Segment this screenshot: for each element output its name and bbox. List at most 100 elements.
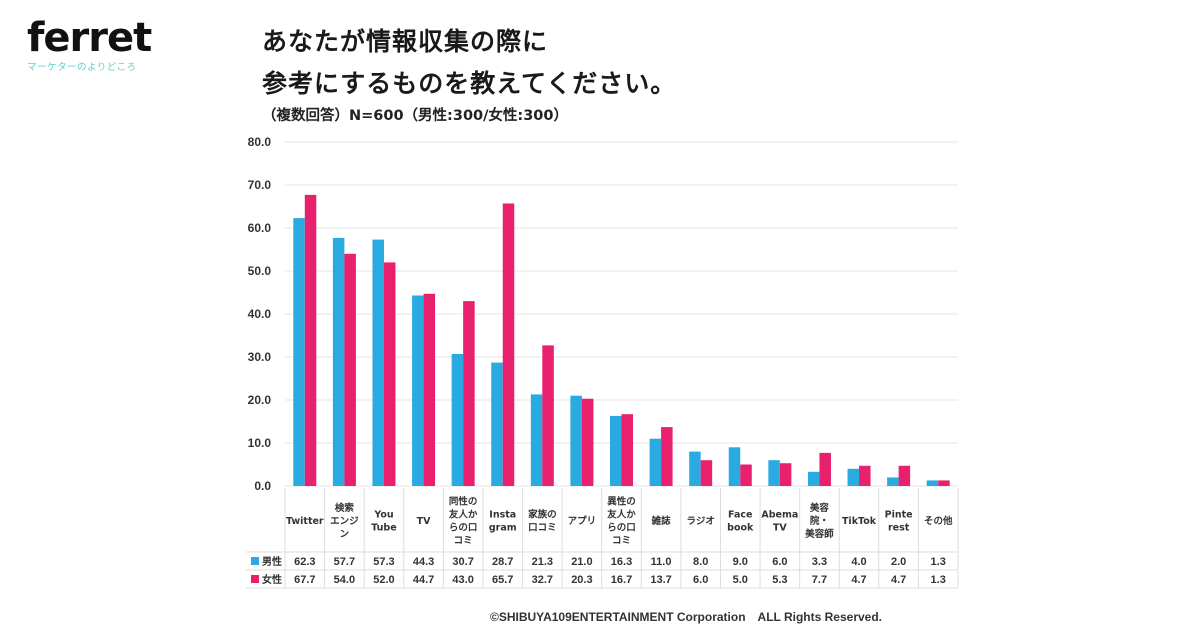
data-label: 9.0 bbox=[733, 556, 748, 568]
x-category-label: らの口 bbox=[449, 523, 478, 534]
bar-male bbox=[451, 353, 464, 486]
bar-male bbox=[412, 295, 424, 486]
y-tick-label: 70.0 bbox=[248, 178, 272, 192]
y-tick-label: 60.0 bbox=[248, 221, 272, 235]
x-category-label: 友人か bbox=[606, 509, 636, 521]
copyright-notice: ©SHIBUYA109ENTERTAINMENT Corporation ALL… bbox=[490, 610, 883, 624]
bar-female bbox=[859, 465, 871, 486]
bar-male bbox=[372, 239, 384, 486]
legend-swatch-female bbox=[251, 575, 259, 583]
x-category-label: その他 bbox=[924, 515, 953, 527]
bar-male bbox=[926, 480, 939, 486]
bar-female bbox=[740, 464, 752, 486]
bar-female bbox=[344, 253, 356, 486]
data-label: 11.0 bbox=[651, 556, 672, 568]
x-category-label: アプリ bbox=[568, 515, 597, 527]
data-label: 57.7 bbox=[334, 556, 355, 568]
data-label: 21.0 bbox=[571, 556, 592, 568]
data-label: 44.7 bbox=[413, 574, 434, 586]
data-label: 16.7 bbox=[611, 574, 632, 586]
x-category-label: ラジオ bbox=[687, 516, 715, 527]
x-category-label: TikTok bbox=[842, 516, 877, 527]
bar-female bbox=[383, 262, 396, 486]
data-label: 3.3 bbox=[812, 556, 827, 568]
x-category-label: Face bbox=[728, 510, 752, 521]
bar-male bbox=[807, 471, 820, 486]
data-label: 62.3 bbox=[294, 556, 315, 568]
y-tick-label: 40.0 bbox=[248, 307, 272, 321]
x-category-label: エンジ bbox=[330, 516, 359, 527]
bar-female bbox=[423, 293, 436, 486]
data-label: 4.7 bbox=[891, 574, 906, 586]
x-category-label: Twitter bbox=[286, 516, 324, 527]
legend-label: 女性 bbox=[262, 573, 282, 586]
logo-wordmark: ferret bbox=[27, 15, 152, 61]
y-tick-label: 10.0 bbox=[248, 436, 272, 450]
data-label: 1.3 bbox=[931, 574, 946, 586]
bar-female bbox=[304, 194, 317, 486]
bar-male bbox=[768, 460, 780, 486]
bar-male bbox=[847, 468, 860, 486]
data-label: 1.3 bbox=[931, 556, 946, 568]
bar-female bbox=[700, 460, 713, 486]
x-category-label: 院・ bbox=[810, 515, 829, 527]
bar-female bbox=[938, 480, 950, 486]
data-label: 13.7 bbox=[650, 574, 671, 586]
data-label: 4.7 bbox=[851, 574, 866, 586]
x-category-label: Tube bbox=[371, 523, 396, 534]
data-label: 8.0 bbox=[693, 556, 708, 568]
x-category-label: Insta bbox=[489, 510, 516, 521]
data-label: 7.7 bbox=[812, 574, 827, 586]
x-category-label: gram bbox=[489, 523, 517, 534]
data-label: 65.7 bbox=[492, 574, 513, 586]
bar-male bbox=[689, 451, 701, 486]
bar-male bbox=[887, 477, 899, 486]
data-label: 32.7 bbox=[532, 574, 553, 586]
x-category-label: You bbox=[373, 510, 393, 521]
data-label: 6.0 bbox=[693, 574, 708, 586]
data-label: 43.0 bbox=[452, 574, 473, 586]
bar-female bbox=[819, 452, 831, 486]
bar-male bbox=[610, 415, 622, 486]
bar-male bbox=[491, 362, 503, 486]
y-tick-label: 50.0 bbox=[248, 264, 272, 278]
bar-female bbox=[502, 203, 515, 487]
x-category-label: 口コミ bbox=[528, 523, 557, 534]
bar-female bbox=[581, 398, 594, 486]
chart-title-line2: 参考にするものを教えてください。 bbox=[262, 69, 677, 98]
bar-female bbox=[661, 427, 673, 486]
legend-label: 男性 bbox=[262, 555, 282, 568]
y-tick-label: 80.0 bbox=[248, 135, 272, 149]
x-category-label: ン bbox=[340, 529, 350, 540]
chart-subtitle: （複数回答）N=600（男性:300/女性:300） bbox=[262, 108, 568, 124]
bar-male bbox=[332, 237, 345, 486]
x-category-label: コミ bbox=[612, 536, 631, 547]
x-category-label: 友人か bbox=[448, 509, 478, 521]
data-label: 28.7 bbox=[492, 556, 513, 568]
data-label: 67.7 bbox=[294, 574, 315, 586]
data-label: 30.7 bbox=[452, 556, 473, 568]
data-label: 54.0 bbox=[334, 574, 355, 586]
data-label: 20.3 bbox=[571, 574, 592, 586]
ferret-logo: ferret マーケターのよりどころ bbox=[27, 15, 152, 73]
x-category-label: book bbox=[727, 523, 754, 534]
data-label: 5.3 bbox=[772, 574, 787, 586]
x-category-label: Pinte bbox=[885, 510, 913, 521]
bar-male bbox=[570, 395, 582, 486]
data-label: 16.3 bbox=[611, 556, 632, 568]
x-category-label: 家族の bbox=[528, 509, 557, 521]
y-tick-label: 0.0 bbox=[254, 479, 271, 493]
legend-swatch-male bbox=[251, 557, 259, 565]
logo-tagline: マーケターのよりどころ bbox=[27, 62, 137, 73]
bar-female bbox=[779, 463, 792, 486]
data-label: 6.0 bbox=[772, 556, 787, 568]
bar-male bbox=[649, 438, 662, 486]
x-category-label: 美容師 bbox=[804, 528, 834, 540]
data-label: 4.0 bbox=[851, 556, 866, 568]
data-label: 44.3 bbox=[413, 556, 434, 568]
bar-male bbox=[530, 394, 543, 486]
x-category-label: 同性の bbox=[449, 496, 478, 508]
x-category-label: 雑誌 bbox=[651, 515, 672, 527]
x-category-label: TV bbox=[417, 516, 431, 527]
x-category-label: rest bbox=[888, 523, 910, 534]
